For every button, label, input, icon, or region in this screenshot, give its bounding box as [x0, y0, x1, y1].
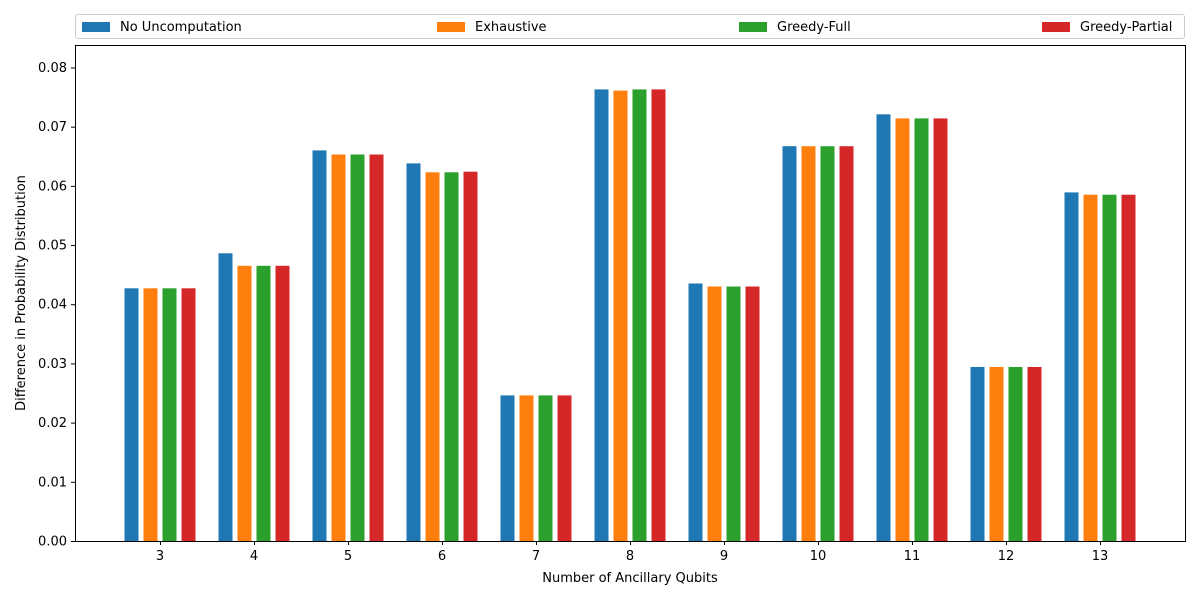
x-tick-label: 9: [720, 549, 728, 564]
y-tick-label: 0.05: [38, 239, 67, 254]
bar-exhaustive-11: [895, 118, 910, 542]
bar-no-uncomputation-11: [876, 114, 891, 542]
y-axis-label: Difference in Probability Distribution: [14, 175, 29, 411]
bar-greedy-full-6: [444, 172, 459, 542]
bar-greedy-full-3: [162, 288, 177, 541]
bar-greedy-partial-7: [557, 395, 572, 541]
bar-greedy-partial-4: [275, 265, 290, 541]
x-axis: 3 4 5 6 7 8 9 10 11 12 13: [156, 541, 1109, 564]
x-tick-label: 13: [1092, 549, 1109, 564]
x-axis-label: Number of Ancillary Qubits: [542, 571, 718, 586]
y-tick-label: 0.08: [38, 61, 67, 76]
bar-greedy-full-9: [726, 286, 741, 541]
bar-no-uncomputation-12: [970, 367, 985, 541]
legend-item-greedy-partial: Greedy-Partial: [1042, 19, 1172, 35]
bar-greedy-partial-11: [933, 118, 948, 542]
bar-exhaustive-6: [425, 172, 440, 542]
y-tick-label: 0.06: [38, 179, 67, 194]
bar-greedy-full-11: [914, 118, 929, 542]
legend-item-no-uncomputation: No Uncomputation: [82, 19, 242, 35]
x-tick-label: 6: [438, 549, 446, 564]
legend-label: Greedy-Partial: [1080, 19, 1173, 35]
bar-greedy-full-10: [820, 146, 835, 541]
bar-exhaustive-12: [989, 367, 1004, 541]
legend-item-greedy-full: Greedy-Full: [739, 19, 851, 35]
x-tick-label: 3: [156, 549, 164, 564]
bar-no-uncomputation-7: [500, 395, 515, 541]
bar-exhaustive-8: [613, 90, 628, 541]
y-tick-label: 0.00: [38, 535, 67, 550]
legend: No Uncomputation Exhaustive Greedy-Full …: [75, 14, 1185, 39]
bar-exhaustive-5: [331, 154, 346, 541]
bar-no-uncomputation-13: [1064, 192, 1079, 541]
y-axis: 0.00 0.01 0.02 0.03 0.04 0.05 0.06 0.07 0.08: [38, 61, 76, 550]
bar-no-uncomputation-6: [406, 163, 421, 541]
y-tick-label: 0.01: [38, 475, 67, 490]
bar-greedy-full-5: [350, 154, 365, 541]
bar-greedy-full-13: [1102, 194, 1117, 541]
y-tick-label: 0.02: [38, 416, 67, 431]
bar-greedy-full-4: [256, 265, 271, 541]
bar-no-uncomputation-5: [312, 150, 327, 541]
legend-label: Exhaustive: [475, 19, 547, 35]
legend-label: No Uncomputation: [120, 19, 242, 35]
x-tick-label: 7: [532, 549, 540, 564]
bar-greedy-partial-5: [369, 154, 384, 541]
bar-greedy-full-12: [1008, 367, 1023, 541]
bar-exhaustive-4: [237, 265, 252, 541]
bar-greedy-partial-8: [651, 89, 666, 542]
bar-no-uncomputation-10: [782, 146, 797, 541]
legend-label: Greedy-Full: [777, 19, 851, 35]
legend-swatch: [739, 22, 767, 32]
bar-no-uncomputation-4: [218, 253, 233, 542]
legend-item-exhaustive: Exhaustive: [437, 19, 547, 35]
bar-no-uncomputation-9: [688, 283, 703, 541]
bar-greedy-partial-13: [1121, 194, 1136, 541]
legend-swatch: [437, 22, 465, 32]
bar-no-uncomputation-3: [124, 288, 139, 541]
x-tick-label: 5: [344, 549, 352, 564]
bar-exhaustive-13: [1083, 194, 1098, 541]
x-tick-label: 11: [904, 549, 921, 564]
bar-exhaustive-7: [519, 395, 534, 541]
bar-greedy-full-7: [538, 395, 553, 541]
bar-greedy-partial-9: [745, 286, 760, 541]
x-tick-label: 10: [810, 549, 827, 564]
bar-exhaustive-3: [143, 288, 158, 541]
bar-exhaustive-10: [801, 146, 816, 541]
x-tick-label: 4: [250, 549, 258, 564]
bar-no-uncomputation-8: [594, 89, 609, 542]
legend-swatch: [1042, 22, 1070, 32]
bar-greedy-partial-12: [1027, 367, 1042, 541]
legend-swatch: [82, 22, 110, 32]
bar-greedy-partial-3: [181, 288, 196, 541]
bar-greedy-partial-6: [463, 171, 478, 541]
y-tick-label: 0.03: [38, 357, 67, 372]
bar-exhaustive-9: [707, 286, 722, 541]
bars-group: [124, 89, 1136, 542]
y-tick-label: 0.07: [38, 120, 67, 135]
x-tick-label: 8: [626, 549, 634, 564]
y-tick-label: 0.04: [38, 298, 67, 313]
bar-greedy-full-8: [632, 89, 647, 542]
x-tick-label: 12: [998, 549, 1015, 564]
bar-greedy-partial-10: [839, 146, 854, 541]
